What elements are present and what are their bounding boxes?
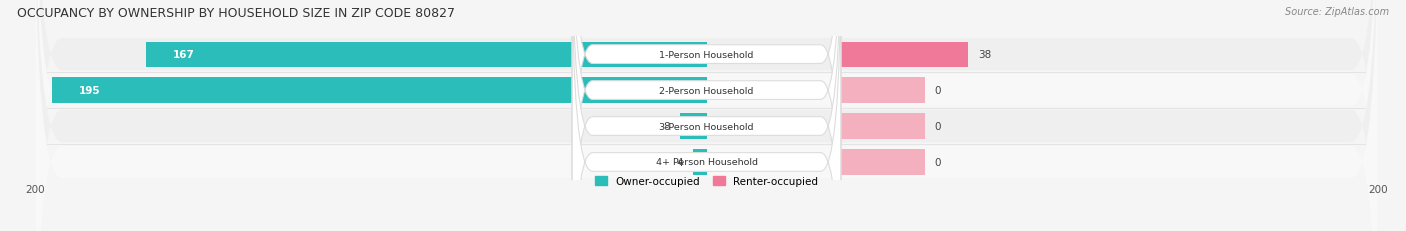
FancyBboxPatch shape — [35, 0, 1378, 231]
Text: 4: 4 — [676, 157, 683, 167]
FancyBboxPatch shape — [572, 0, 841, 231]
Text: 4+ Person Household: 4+ Person Household — [655, 158, 758, 167]
Text: 38: 38 — [979, 50, 991, 60]
FancyBboxPatch shape — [35, 0, 1378, 231]
Text: 0: 0 — [935, 86, 941, 96]
Bar — [146, 42, 706, 67]
Text: Source: ZipAtlas.com: Source: ZipAtlas.com — [1285, 7, 1389, 17]
Text: 167: 167 — [173, 50, 194, 60]
Text: 8: 8 — [664, 122, 669, 131]
FancyBboxPatch shape — [572, 0, 841, 231]
Text: 0: 0 — [935, 122, 941, 131]
FancyBboxPatch shape — [35, 0, 1378, 231]
Legend: Owner-occupied, Renter-occupied: Owner-occupied, Renter-occupied — [595, 176, 818, 186]
Bar — [679, 114, 706, 139]
Text: OCCUPANCY BY OWNERSHIP BY HOUSEHOLD SIZE IN ZIP CODE 80827: OCCUPANCY BY OWNERSHIP BY HOUSEHOLD SIZE… — [17, 7, 456, 20]
Bar — [841, 78, 925, 103]
FancyBboxPatch shape — [572, 0, 841, 231]
Bar — [693, 150, 706, 175]
Bar — [841, 150, 925, 175]
Text: 1-Person Household: 1-Person Household — [659, 50, 754, 59]
Bar — [841, 42, 969, 67]
Text: 2-Person Household: 2-Person Household — [659, 86, 754, 95]
Text: 0: 0 — [935, 157, 941, 167]
Text: 195: 195 — [79, 86, 100, 96]
FancyBboxPatch shape — [35, 0, 1378, 231]
FancyBboxPatch shape — [572, 0, 841, 231]
Bar — [52, 78, 706, 103]
Bar — [841, 114, 925, 139]
Text: 3-Person Household: 3-Person Household — [659, 122, 754, 131]
